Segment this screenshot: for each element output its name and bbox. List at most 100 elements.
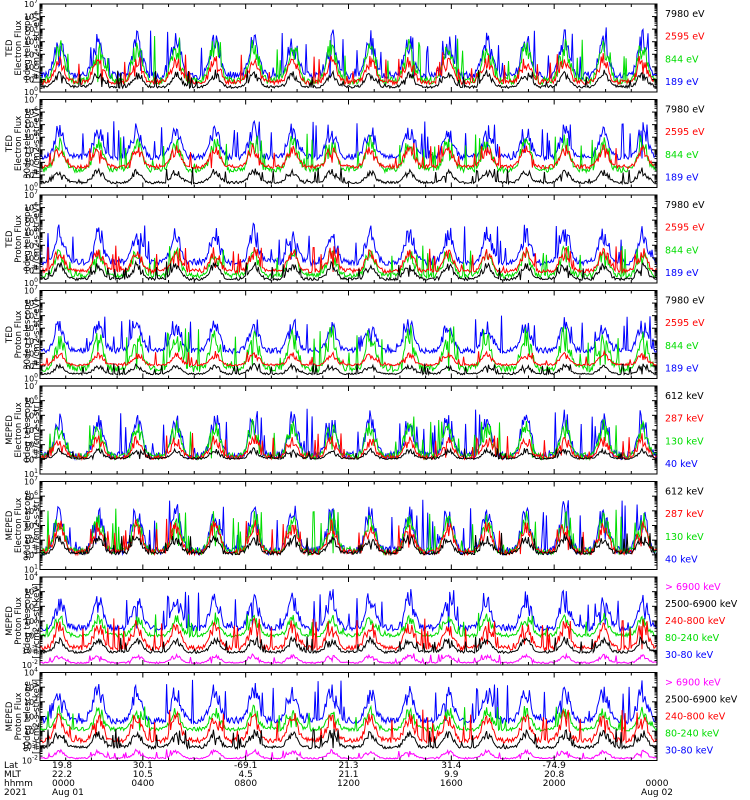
legend-30-80-kev: 30-80 keV [665, 746, 714, 757]
y-tick-label: 101 [24, 564, 38, 575]
y-tick-label: 101 [24, 360, 38, 371]
footer-mlt: 9.9 [444, 770, 459, 780]
y-tick-label: 104 [24, 424, 38, 435]
footer-date: Aug 01 [52, 788, 84, 798]
footer-lat: 30.1 [133, 761, 153, 771]
y-tick-label: 100 [24, 277, 38, 288]
legend-240-800-kev: 240-800 keV [665, 616, 726, 627]
legend-612-kev: 612 keV [665, 487, 704, 498]
trace-2595-ev [40, 245, 657, 275]
y-axis-label-line: 0deg telescope [23, 206, 33, 271]
y-axis-label-line: Electron Flux [14, 116, 24, 171]
legend-40-kev: 40 keV [665, 459, 698, 470]
trace-612-kev [40, 532, 657, 557]
y-tick-label: 106 [24, 490, 38, 501]
panel-1-traces [40, 27, 657, 90]
legend-844-ev: 844 eV [665, 245, 699, 256]
y-tick-label: 10-1 [22, 644, 38, 655]
y-tick-label: 101 [24, 615, 38, 626]
trace-2595-ev [40, 52, 657, 87]
trace-30-80-kev [40, 589, 657, 634]
y-tick-label: 105 [24, 119, 38, 130]
y-tick-label: 107 [24, 380, 38, 391]
trace-287-kev [40, 518, 657, 557]
legend-287-kev: 287 keV [665, 414, 704, 425]
legend-2500-6900-kev: 2500-6900 keV [665, 599, 738, 610]
y-tick-label: 104 [24, 36, 38, 47]
y-tick-label: 101 [24, 711, 38, 722]
y-tick-label: 10-2 [22, 755, 38, 766]
trace-80-240-kev [40, 612, 657, 639]
legend-189-ev: 189 eV [665, 77, 699, 88]
footer-mlt: 10.5 [133, 770, 153, 780]
y-axis-label-line: Electron Flux [14, 20, 24, 75]
panel-5-frame [39, 385, 658, 475]
legend-30-80-kev: 30-80 keV [665, 650, 714, 661]
y-axis-label-line: [#/cm2-s-str] [32, 497, 42, 554]
legend-287-kev: 287 keV [665, 509, 704, 520]
y-axis-label-line: [#/cm2-s-str-keV] [32, 679, 42, 754]
y-tick-label: 107 [24, 476, 38, 487]
y-tick-label: 103 [24, 239, 38, 250]
legend-7980-ev: 7980 eV [665, 200, 705, 211]
legend-240-800-kev: 240-800 keV [665, 712, 726, 723]
trace-80-240-kev [40, 704, 657, 733]
y-tick-label: 105 [24, 310, 38, 321]
trace-2500-6900-kev [40, 635, 657, 655]
y-axis-label-line: TED [5, 325, 15, 344]
y-tick-label: 105 [24, 409, 38, 420]
legend-189-ev: 189 eV [665, 268, 699, 279]
y-tick-label: 101 [24, 264, 38, 275]
y-tick-label: 105 [24, 214, 38, 225]
y-tick-label: 103 [24, 586, 38, 597]
y-tick-label: 100 [24, 725, 38, 736]
footer-lat: 21.3 [338, 761, 358, 771]
legend-2595-ev: 2595 eV [665, 223, 705, 234]
y-axis-label-line: 90deg telescope [23, 681, 33, 752]
panel-4-traces [40, 315, 657, 377]
legend-2500-6900-kev: 2500-6900 keV [665, 695, 738, 706]
legend-7980-ev: 7980 eV [665, 296, 705, 307]
trace-7980-ev [40, 68, 657, 90]
y-tick-label: 103 [24, 681, 38, 692]
y-axis-label-line: 30deg telescope [23, 299, 33, 370]
trace-7980-ev [40, 167, 657, 186]
panel-5-traces [40, 408, 657, 461]
y-axis-label-line: 0deg telescope [23, 397, 33, 462]
y-tick-label: 105 [24, 23, 38, 34]
y-tick-label: 102 [24, 156, 38, 167]
y-tick-label: 10-2 [22, 659, 38, 670]
footer-hhmm: 0400 [131, 779, 154, 789]
footer-hhmm: 1600 [440, 779, 463, 789]
y-tick-label: 104 [24, 131, 38, 142]
y-axis-label-line: MEPED [5, 701, 15, 731]
legend-2595-ev: 2595 eV [665, 32, 705, 43]
trace-612-kev [40, 446, 657, 461]
legend-130-kev: 130 keV [665, 436, 704, 447]
footer-hhmm: 0800 [234, 779, 257, 789]
y-tick-label: 100 [24, 86, 38, 97]
y-tick-label: 100 [24, 182, 38, 193]
legend-189-ev: 189 eV [665, 364, 699, 375]
y-tick-label: 102 [24, 61, 38, 72]
panel-2-traces [40, 119, 657, 186]
footer-hhmm: 2000 [543, 779, 566, 789]
panel-6: 101 102 103 104 105 106 107 MEPED Electron Flux 9… [5, 476, 704, 575]
footer-date: Aug 02 [641, 788, 673, 798]
footer-row-label: 2021 [4, 788, 27, 798]
y-axis-label-line: Electron Flux [14, 498, 24, 553]
y-tick-label: 107 [24, 0, 38, 9]
footer-hhmm: 0000 [52, 779, 75, 789]
y-tick-label: 104 [24, 322, 38, 333]
y-axis-label-line: 0deg telescope [23, 15, 33, 80]
footer-lat: -69.1 [234, 761, 257, 771]
y-tick-label: 103 [24, 48, 38, 59]
trace-189-ev [40, 222, 657, 267]
y-tick-label: 102 [24, 549, 38, 560]
footer-hhmm: 0000 [646, 779, 669, 789]
